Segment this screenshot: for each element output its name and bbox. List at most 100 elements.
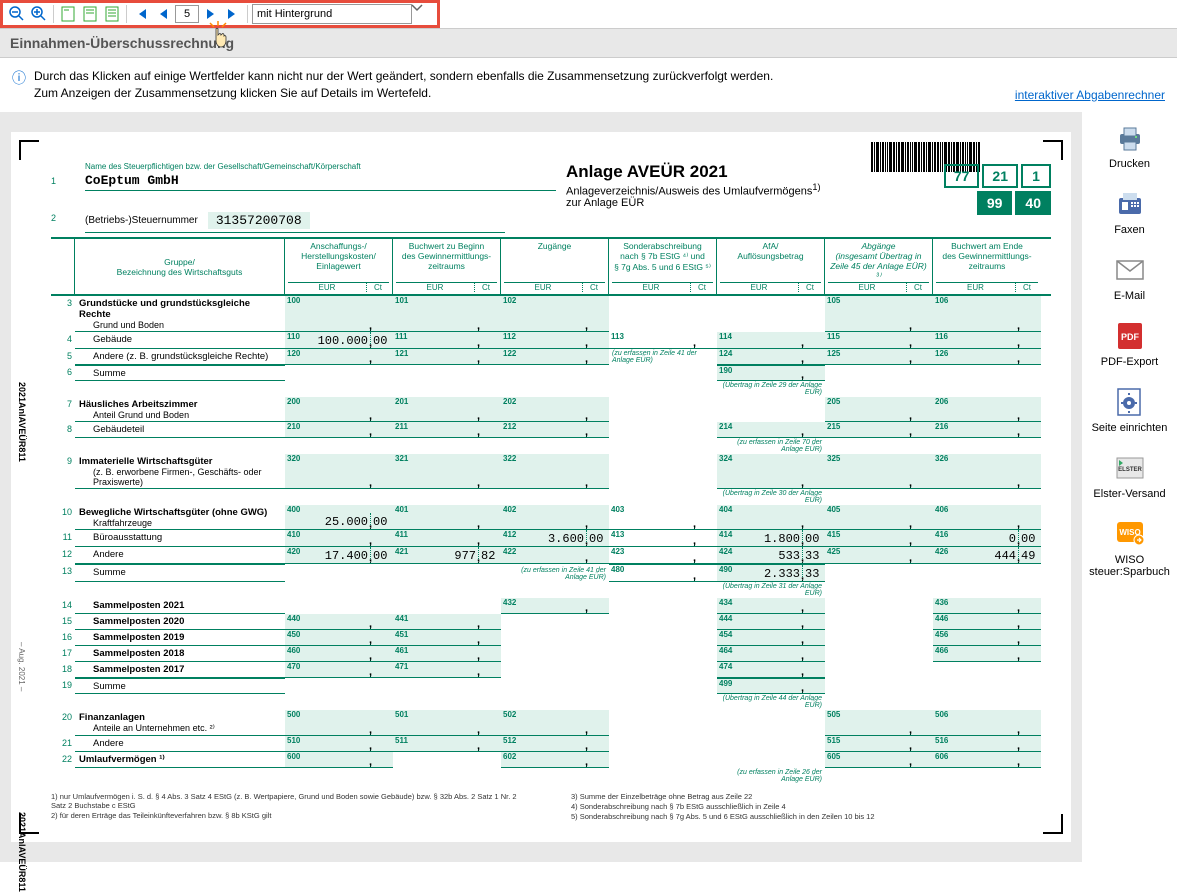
elster-button[interactable]: ELSTERElster-Versand — [1093, 452, 1165, 500]
cell[interactable]: 205, — [825, 397, 933, 422]
cell[interactable]: 122, — [501, 349, 609, 365]
cell[interactable]: 113, — [609, 332, 717, 349]
cell[interactable]: 326, — [933, 454, 1041, 489]
cell[interactable]: 201, — [393, 397, 501, 422]
cell[interactable]: 411, — [393, 530, 501, 547]
cell[interactable]: 436, — [933, 598, 1041, 614]
page-number-input[interactable] — [175, 5, 199, 23]
doc2-icon[interactable] — [80, 4, 100, 24]
cell[interactable]: 502, — [501, 710, 609, 736]
cell[interactable]: 116, — [933, 332, 1041, 349]
cell[interactable]: 602, — [501, 752, 609, 768]
cell[interactable]: 406, — [933, 505, 1041, 530]
cell[interactable]: 125, — [825, 349, 933, 365]
cell[interactable]: 102, — [501, 296, 609, 332]
cell[interactable]: 423, — [609, 547, 717, 564]
calculator-link[interactable]: interaktiver Abgabenrechner — [1015, 88, 1165, 102]
cell[interactable]: 110100.000,00 — [285, 332, 393, 349]
cell[interactable]: 501, — [393, 710, 501, 736]
cell[interactable]: 115, — [825, 332, 933, 349]
cell[interactable]: 100, — [285, 296, 393, 332]
cell[interactable]: 214, — [717, 422, 825, 438]
email-button[interactable]: E-Mail — [1114, 254, 1146, 302]
cell[interactable]: 500, — [285, 710, 393, 736]
cell[interactable]: 212, — [501, 422, 609, 438]
cell[interactable]: 200, — [285, 397, 393, 422]
cell[interactable]: 506, — [933, 710, 1041, 736]
cell[interactable]: 410, — [285, 530, 393, 547]
fax-button[interactable]: Faxen — [1114, 188, 1146, 236]
cell[interactable]: 4902.333,33 — [717, 564, 825, 582]
cell[interactable]: 215, — [825, 422, 933, 438]
cell[interactable]: 40025.000,00 — [285, 505, 393, 530]
cell[interactable]: 461, — [393, 646, 501, 662]
cell[interactable]: 402, — [501, 505, 609, 530]
cell[interactable]: 432, — [501, 598, 609, 614]
cell[interactable]: 516, — [933, 736, 1041, 752]
cell[interactable]: 404, — [717, 505, 825, 530]
prev-page-icon[interactable] — [153, 4, 173, 24]
cell[interactable]: 101, — [393, 296, 501, 332]
zoom-out-icon[interactable] — [7, 4, 27, 24]
cell[interactable]: 190, — [717, 365, 825, 381]
cell[interactable]: 425, — [825, 547, 933, 564]
cell[interactable]: 106, — [933, 296, 1041, 332]
cell[interactable]: 464, — [717, 646, 825, 662]
cell[interactable]: 505, — [825, 710, 933, 736]
cell[interactable]: 105, — [825, 296, 933, 332]
cell[interactable]: 114, — [717, 332, 825, 349]
cell[interactable]: 515, — [825, 736, 933, 752]
cell[interactable]: 126, — [933, 349, 1041, 365]
cell[interactable]: 403, — [609, 505, 717, 530]
first-page-icon[interactable] — [131, 4, 151, 24]
cell[interactable]: 606, — [933, 752, 1041, 768]
cell[interactable]: 42017.400,00 — [285, 547, 393, 564]
cell[interactable]: 600, — [285, 752, 393, 768]
cell[interactable]: 4141.800,00 — [717, 530, 825, 547]
cell[interactable]: 512, — [501, 736, 609, 752]
cell[interactable]: 321, — [393, 454, 501, 489]
cell[interactable]: 466, — [933, 646, 1041, 662]
cell[interactable]: 454, — [717, 630, 825, 646]
cell[interactable]: 211, — [393, 422, 501, 438]
cell[interactable]: 510, — [285, 736, 393, 752]
cell[interactable]: 480, — [609, 564, 717, 582]
cell[interactable]: 322, — [501, 454, 609, 489]
cell[interactable]: 206, — [933, 397, 1041, 422]
cell[interactable]: 4160,00 — [933, 530, 1041, 547]
background-select[interactable]: mit Hintergrund — [252, 4, 412, 24]
cell[interactable]: 440, — [285, 614, 393, 630]
wiso-button[interactable]: WISOWISO steuer:Sparbuch — [1086, 518, 1173, 578]
cell[interactable]: 471, — [393, 662, 501, 678]
cell[interactable]: 456, — [933, 630, 1041, 646]
cell[interactable]: 441, — [393, 614, 501, 630]
cell[interactable]: 325, — [825, 454, 933, 489]
cell[interactable]: 421977,82 — [393, 547, 501, 564]
cell[interactable]: 111, — [393, 332, 501, 349]
cell[interactable]: 413, — [609, 530, 717, 547]
cell[interactable]: 422, — [501, 547, 609, 564]
cell[interactable]: 470, — [285, 662, 393, 678]
cell[interactable]: 120, — [285, 349, 393, 365]
cell[interactable]: 434, — [717, 598, 825, 614]
cell[interactable]: 112, — [501, 332, 609, 349]
cell[interactable]: 121, — [393, 349, 501, 365]
cell[interactable]: 605, — [825, 752, 933, 768]
cell[interactable]: 474, — [717, 662, 825, 678]
cell[interactable]: 426444,49 — [933, 547, 1041, 564]
cell[interactable]: 324, — [717, 454, 825, 489]
page-setup-button[interactable]: Seite einrichten — [1092, 386, 1168, 434]
cell[interactable]: 499, — [717, 678, 825, 694]
cell[interactable]: 446, — [933, 614, 1041, 630]
cell[interactable]: 415, — [825, 530, 933, 547]
pdf-export-button[interactable]: PDFPDF-Export — [1101, 320, 1158, 368]
doc1-icon[interactable] — [58, 4, 78, 24]
cell[interactable]: 424533,33 — [717, 547, 825, 564]
cell[interactable]: 320, — [285, 454, 393, 489]
cell[interactable]: 511, — [393, 736, 501, 752]
cell[interactable]: 405, — [825, 505, 933, 530]
cell[interactable]: 450, — [285, 630, 393, 646]
cell[interactable]: 202, — [501, 397, 609, 422]
cell[interactable]: 444, — [717, 614, 825, 630]
cell[interactable]: 124, — [717, 349, 825, 365]
